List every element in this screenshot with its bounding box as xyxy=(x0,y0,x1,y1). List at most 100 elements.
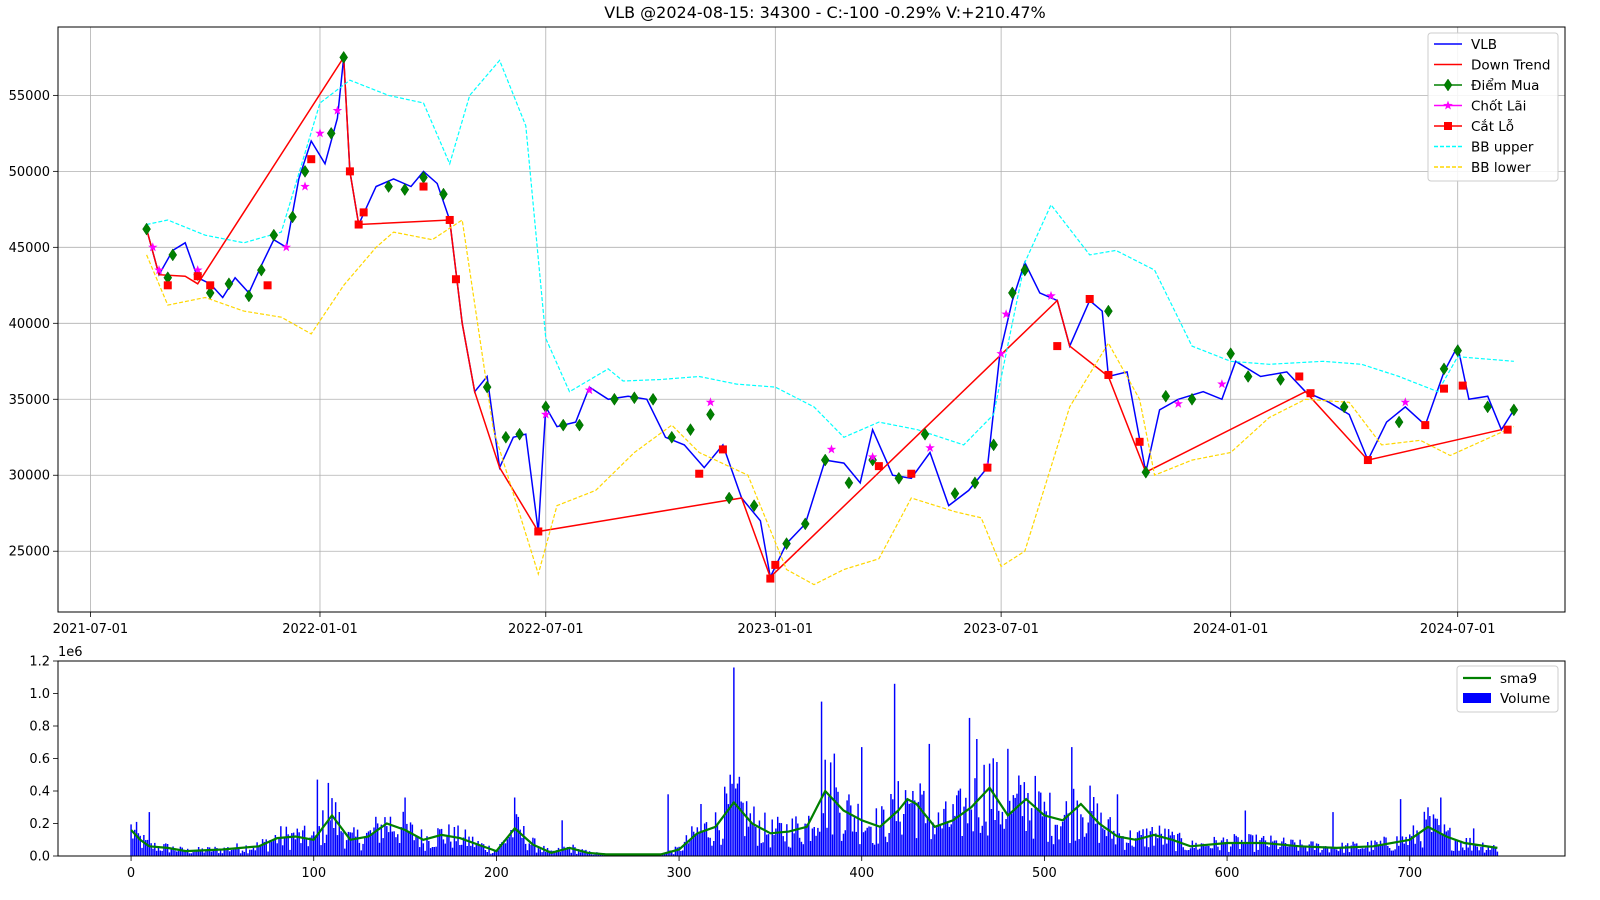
marker-square xyxy=(1363,456,1372,465)
volume-bar xyxy=(1180,838,1183,856)
volume-bar xyxy=(417,837,419,856)
volume-bar xyxy=(1164,828,1166,856)
volume-bar xyxy=(387,832,390,856)
marker-diamond xyxy=(782,537,791,551)
volume-bar xyxy=(270,841,273,856)
volume-bar xyxy=(709,837,711,856)
volume-bar xyxy=(680,850,682,856)
volume-bar xyxy=(1297,850,1300,856)
volume-bar xyxy=(1118,833,1121,856)
volume-bar xyxy=(462,837,465,856)
volume-bar xyxy=(1193,848,1195,856)
volume-bar xyxy=(415,836,417,856)
marker-diamond xyxy=(142,222,151,236)
marker-square xyxy=(206,281,215,290)
volume-bar xyxy=(1493,845,1495,856)
volume-bar xyxy=(150,843,152,856)
volume-bar xyxy=(859,844,861,856)
legend-label: Chốt Lãi xyxy=(1471,98,1526,115)
volume-bar xyxy=(696,827,699,856)
volume-bar xyxy=(133,829,136,856)
volume-bar xyxy=(866,827,868,856)
marker-square xyxy=(534,527,543,536)
volume-bar xyxy=(1114,844,1117,856)
legend-label: Cắt Lỗ xyxy=(1471,118,1514,135)
volume-bar xyxy=(249,849,251,856)
volume-bar xyxy=(561,820,563,857)
marker-square xyxy=(1503,425,1512,434)
marker-square xyxy=(983,463,992,472)
marker-square xyxy=(263,281,272,290)
volume-bar xyxy=(778,822,781,856)
volume-bar xyxy=(407,831,410,856)
volume-bar xyxy=(1352,841,1354,856)
volume-bar xyxy=(1368,851,1371,856)
volume-bar xyxy=(1100,812,1102,856)
volume-bar xyxy=(468,836,470,856)
volume-bar xyxy=(703,823,706,856)
volume-bar xyxy=(837,791,839,856)
volume-bar xyxy=(676,847,678,856)
volume-bar xyxy=(402,811,404,856)
volume-bar xyxy=(347,831,350,856)
volume-bar xyxy=(700,804,702,856)
volume-bar xyxy=(1038,791,1040,856)
volume-bar xyxy=(1239,849,1241,856)
volume-bar xyxy=(479,844,481,856)
volume-bar xyxy=(1215,840,1217,856)
volume-bar xyxy=(278,838,280,856)
volume-bar xyxy=(822,813,825,856)
volume-bar xyxy=(1491,847,1493,856)
volume-bar xyxy=(378,842,381,856)
volume-bar xyxy=(1432,814,1435,856)
volume-bar xyxy=(1383,836,1385,856)
volume-bar xyxy=(457,825,459,856)
volume-bar xyxy=(1279,847,1281,856)
legend-label: BB upper xyxy=(1471,140,1534,156)
volume-bar xyxy=(758,820,761,856)
volume-bar xyxy=(302,830,304,856)
volume-bar xyxy=(1091,811,1093,856)
volume-bar xyxy=(424,850,426,856)
marker-star xyxy=(281,242,292,252)
volume-bar xyxy=(879,825,881,856)
volume-bar xyxy=(1379,840,1382,856)
volume-bar xyxy=(362,843,364,856)
volume-bar xyxy=(842,833,845,856)
volume-bar xyxy=(713,841,715,856)
volume-bar xyxy=(281,845,284,856)
volume-bar xyxy=(574,847,576,856)
volume-bar xyxy=(1135,838,1137,856)
volume-bar xyxy=(893,683,896,857)
volume-bar xyxy=(559,851,562,856)
volume-bar xyxy=(453,827,456,856)
volume-bar xyxy=(1049,792,1051,856)
volume-bar xyxy=(850,805,852,856)
volume-bar xyxy=(132,838,134,856)
marker-star xyxy=(1046,290,1056,300)
volume-bar xyxy=(1337,851,1340,856)
marker-star xyxy=(584,385,595,395)
volume-bar xyxy=(236,843,238,856)
marker-diamond xyxy=(1394,415,1404,429)
volume-bar xyxy=(744,836,746,856)
volume-bar xyxy=(1310,841,1312,856)
volume-bar xyxy=(1430,832,1433,856)
volume-bar xyxy=(966,823,969,856)
marker-diamond xyxy=(1161,389,1171,403)
volume-bar xyxy=(599,854,602,856)
marker-diamond xyxy=(1276,373,1285,386)
volume-bar xyxy=(1359,848,1362,856)
volume-bar xyxy=(1487,846,1490,856)
price-x-tick-label: 2024-07-01 xyxy=(1420,622,1496,637)
volume-bar xyxy=(530,844,532,856)
volume-bar xyxy=(1175,851,1177,856)
volume-bar xyxy=(776,816,779,856)
volume-bar xyxy=(707,837,710,856)
volume-bar xyxy=(1162,844,1164,856)
volume-bar xyxy=(590,854,593,856)
volume-bar xyxy=(1058,839,1060,856)
volume-bar xyxy=(1103,829,1106,856)
volume-bar xyxy=(734,788,737,856)
volume-bar xyxy=(174,850,176,856)
